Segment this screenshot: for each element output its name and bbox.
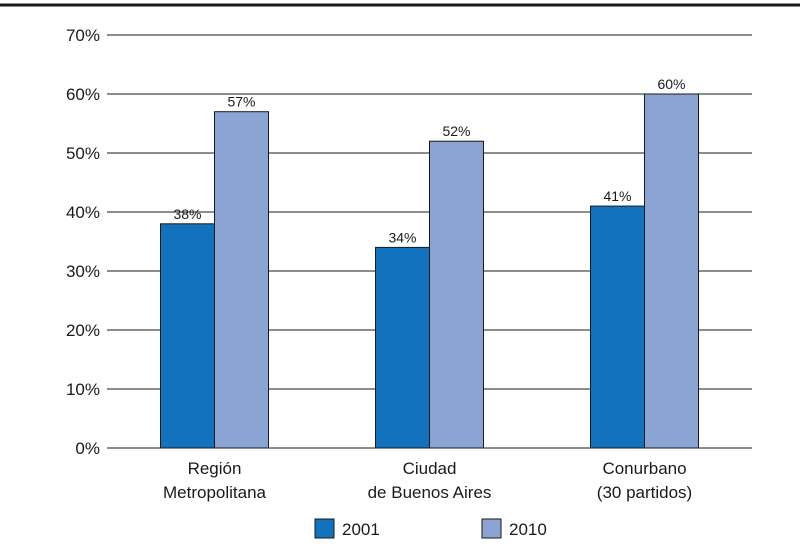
bar-2001-2: [590, 205, 645, 449]
y-tick-label: 50%: [66, 144, 100, 163]
y-tick-label: 70%: [66, 26, 100, 45]
bar-value-label: 57%: [227, 94, 255, 110]
y-axis-tick-labels: 0% 10% 20% 30% 40% 50% 60% 70%: [66, 26, 100, 458]
x-category-label: de Buenos Aires: [368, 483, 492, 502]
bar-2001-1: [375, 246, 430, 449]
bar-value-label: 41%: [603, 188, 631, 204]
x-category-label: Región: [188, 459, 242, 478]
y-tick-label: 30%: [66, 262, 100, 281]
bar-value-label: 52%: [442, 123, 470, 139]
x-category-label: Metropolitana: [163, 483, 267, 502]
y-tick-label: 60%: [66, 85, 100, 104]
bar-2010-0: [214, 111, 269, 449]
legend-swatch-2010: [481, 518, 502, 539]
x-axis-category-labels: Región Metropolitana Ciudad de Buenos Aires…: [163, 459, 692, 502]
y-tick-label: 10%: [66, 380, 100, 399]
y-tick-label: 0%: [75, 439, 100, 458]
legend-label: 2010: [509, 520, 547, 539]
y-tick-label: 40%: [66, 203, 100, 222]
bar-value-labels: 38% 57% 34% 52% 41% 60%: [173, 76, 685, 245]
x-category-label: Conurbano: [602, 459, 686, 478]
bars: [160, 93, 699, 449]
bar-value-label: 34%: [388, 229, 416, 245]
y-tick-label: 20%: [66, 321, 100, 340]
x-category-label: (30 partidos): [597, 483, 692, 502]
legend: 2001 2010: [314, 518, 547, 539]
legend-label: 2001: [342, 520, 380, 539]
legend-swatch-2001: [314, 518, 335, 539]
bar-value-label: 60%: [657, 76, 685, 92]
bar-value-label: 38%: [173, 206, 201, 222]
bar-2001-0: [160, 223, 215, 449]
bar-2010-1: [429, 140, 484, 449]
bar-2010-2: [644, 93, 699, 449]
x-category-label: Ciudad: [403, 459, 457, 478]
